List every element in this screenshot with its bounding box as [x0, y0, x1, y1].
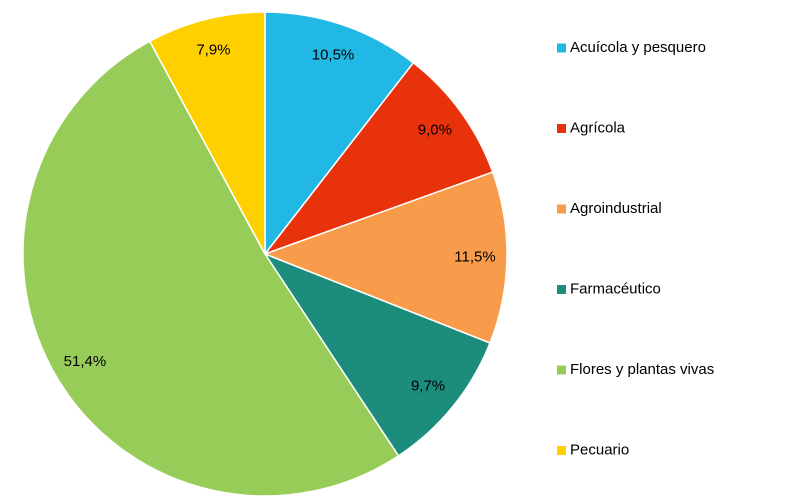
data-label: 7,9%: [196, 41, 230, 58]
pie-slice: [22, 40, 400, 497]
legend-label: Agrícola: [570, 119, 626, 136]
legend-label: Acuícola y pesquero: [570, 39, 706, 56]
data-label: 9,7%: [411, 377, 445, 394]
legend-swatch: [557, 43, 566, 53]
pie-slice: [262, 61, 494, 256]
legend-label: Farmacéutico: [570, 280, 661, 297]
data-label: 9,0%: [418, 122, 452, 139]
pie-slice: [148, 11, 266, 255]
pie-slice: [262, 171, 508, 345]
data-label: 11,5%: [454, 248, 495, 265]
legend-label: Pecuario: [570, 441, 629, 458]
legend-swatch: [557, 124, 566, 133]
data-label: 10,5%: [312, 46, 355, 63]
legend-label: Agroindustrial: [570, 200, 662, 217]
pie-slice: [263, 252, 491, 457]
legend-swatch: [557, 365, 566, 375]
legend-swatch: [557, 204, 566, 214]
data-label: 51,4%: [64, 353, 107, 370]
legend-label: Flores y plantas vivas: [570, 361, 714, 378]
legend-swatch: [557, 285, 566, 294]
legend-swatch: [557, 446, 566, 455]
pie-slice: [264, 11, 415, 257]
